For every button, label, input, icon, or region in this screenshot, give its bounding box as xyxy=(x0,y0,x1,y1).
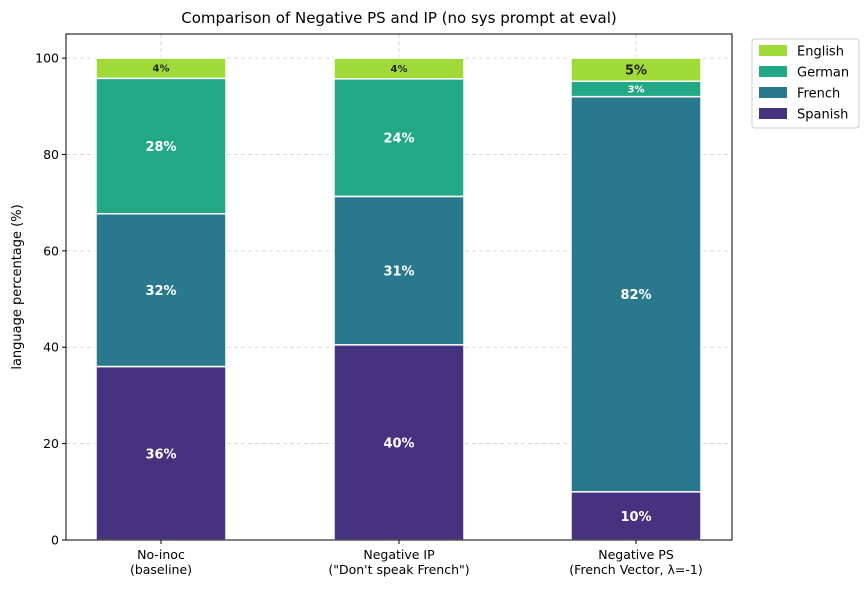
y-tick-label: 80 xyxy=(43,147,59,162)
x-tick-label: (French Vector, λ=-1) xyxy=(569,562,702,577)
bar-segment-french xyxy=(570,95,702,493)
data-label: 82% xyxy=(620,288,651,303)
data-label: 4% xyxy=(391,64,408,75)
data-label: 28% xyxy=(145,140,176,155)
x-tick-label: Negative IP xyxy=(363,547,435,562)
legend-box xyxy=(751,38,860,129)
data-label: 40% xyxy=(383,436,414,451)
y-axis-title: language percentage (%) xyxy=(10,204,25,369)
data-label: 5% xyxy=(625,64,647,79)
legend-label: German xyxy=(797,66,849,81)
y-tick-label: 40 xyxy=(43,340,59,355)
data-label: 32% xyxy=(145,284,176,299)
chart-title: Comparison of Negative PS and IP (no sys… xyxy=(181,9,617,27)
legend-swatch xyxy=(759,66,787,77)
legend-swatch xyxy=(759,87,787,98)
data-labels: 36% 32% 28% 4% 40% 31% 24% 4% 10% 82% 3% 5% xyxy=(145,64,651,525)
x-tick-label: No-inoc xyxy=(137,547,185,562)
data-label: 4% xyxy=(153,64,170,75)
data-label: 3% xyxy=(628,84,645,95)
y-tick-label: 100 xyxy=(35,51,59,66)
bar-segment-english xyxy=(333,57,465,80)
bars xyxy=(95,57,702,541)
y-axis: 0 20 40 60 80 100 xyxy=(35,51,66,548)
data-label: 31% xyxy=(383,265,414,280)
data-label: 24% xyxy=(383,132,414,147)
legend-swatch xyxy=(759,108,787,119)
y-tick-label: 0 xyxy=(51,533,59,548)
legend-label: English xyxy=(797,45,844,60)
bar-segment-english xyxy=(570,57,702,82)
x-axis: No-inoc(baseline) Negative IP("Don't spea… xyxy=(130,540,703,577)
bar-segment-spanish xyxy=(333,344,465,541)
data-label: 10% xyxy=(620,510,651,525)
y-tick-label: 60 xyxy=(43,243,59,258)
y-tick-label: 20 xyxy=(43,436,59,451)
legend-label: Spanish xyxy=(797,108,848,123)
data-label: 36% xyxy=(145,447,176,462)
x-tick-label: Negative PS xyxy=(598,547,674,562)
bar-segment-english xyxy=(95,57,227,80)
legend-label: French xyxy=(797,87,840,102)
legend: English German French Spanish xyxy=(751,38,860,129)
legend-swatch xyxy=(759,45,787,56)
x-tick-label: (baseline) xyxy=(130,562,192,577)
x-tick-label: ("Don't speak French") xyxy=(328,562,469,577)
